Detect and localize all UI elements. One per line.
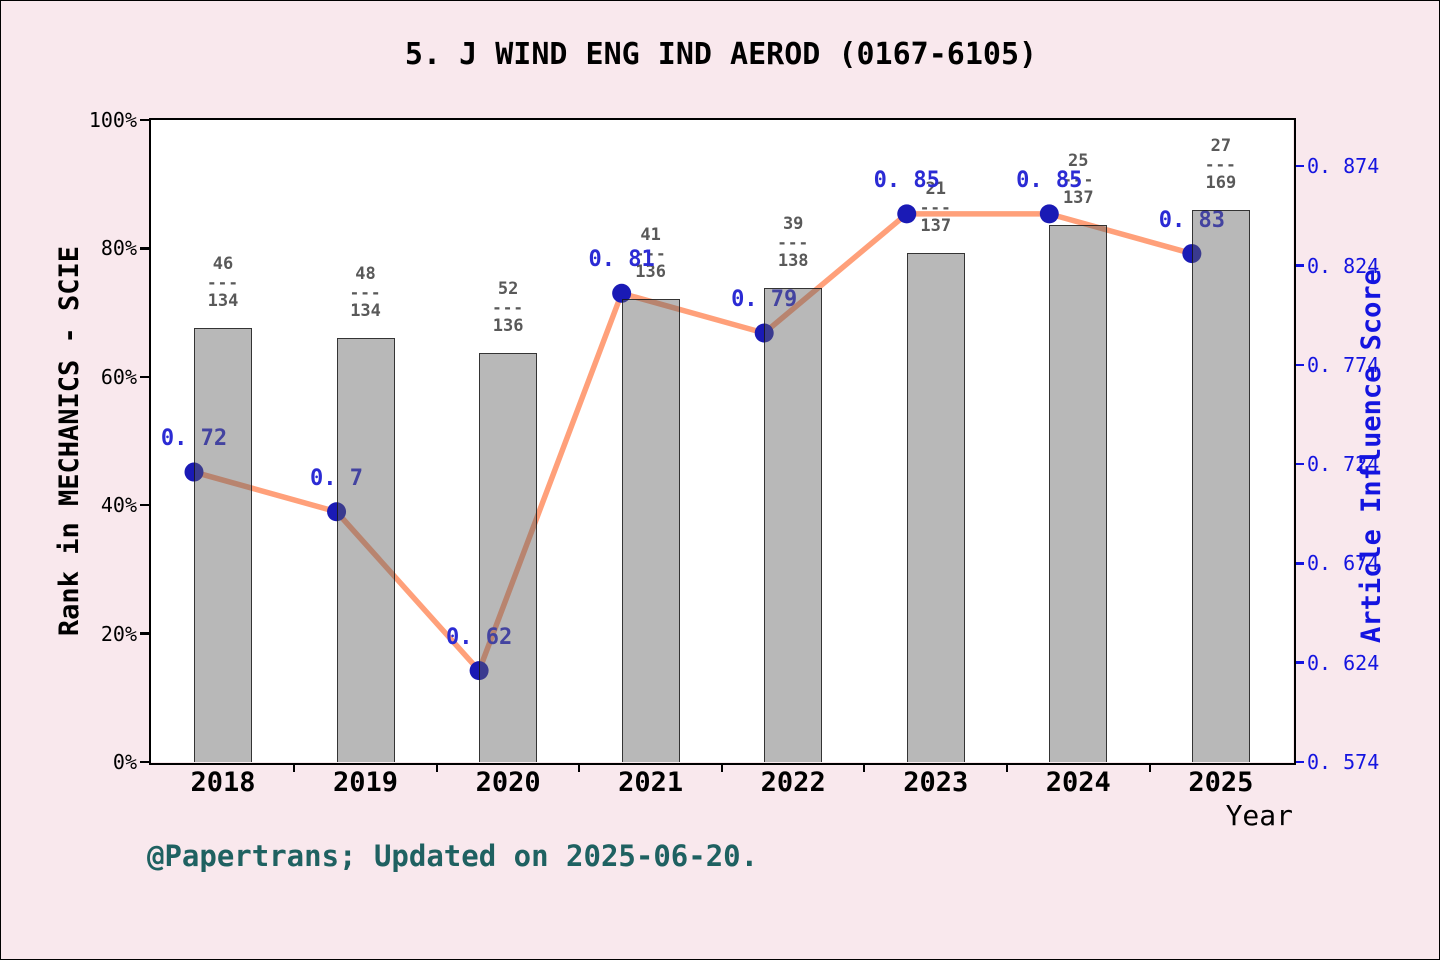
data-point-2023 (897, 204, 917, 224)
rank-numerator: 27 (1210, 135, 1232, 156)
bar-2019 (336, 338, 395, 762)
rank-fraction-2022: 39 --- 138 (743, 212, 843, 273)
rank-fraction-2020: 52 --- 136 (458, 277, 558, 338)
x-axis-minor-tick (578, 764, 581, 772)
rank-denominator: 136 (492, 316, 524, 337)
right-axis-tick-label: 0. 674 (1307, 551, 1380, 576)
rank-fraction-2021: 41 --- 136 (601, 223, 701, 284)
x-tick-label-2018: 2018 (190, 767, 256, 798)
right-axis-tick-label: 0. 774 (1307, 352, 1380, 377)
right-axis-tick-label: 0. 724 (1307, 452, 1380, 477)
x-axis-minor-tick (863, 764, 866, 772)
x-tick-label-2023: 2023 (903, 767, 969, 798)
left-axis-tick (140, 118, 149, 122)
fraction-bar: --- (1204, 154, 1237, 174)
bar-2022 (764, 288, 823, 762)
rank-numerator: 48 (355, 264, 376, 285)
fraction-bar: --- (492, 298, 525, 318)
x-axis-minor-tick (720, 764, 723, 772)
x-tick-label-2021: 2021 (618, 767, 684, 798)
ais-value-label-2020: 0. 62 (445, 624, 513, 650)
ais-line (191, 211, 1195, 674)
right-axis-tick (1295, 661, 1304, 664)
fraction-bar: --- (634, 244, 667, 264)
x-axis-title: Year (1225, 799, 1293, 832)
fraction-bar: --- (207, 273, 239, 292)
left-axis-tick-label: 20% (100, 621, 137, 646)
right-axis-tick (1295, 562, 1304, 565)
ais-value-label-2021: 0. 81 (588, 247, 655, 273)
x-tick-label-2019: 2019 (333, 767, 399, 798)
x-axis-minor-tick (1148, 764, 1151, 772)
left-axis-tick-label: 0% (112, 750, 137, 774)
bar-2020 (479, 353, 538, 762)
left-axis-tick (140, 760, 149, 764)
x-axis-minor-tick (293, 764, 296, 772)
fraction-bar: --- (1062, 170, 1095, 190)
rank-numerator: 21 (925, 178, 946, 199)
ais-value-label-2025: 0. 83 (1158, 207, 1225, 233)
left-axis-tick-label: 60% (100, 364, 137, 389)
rank-denominator: 169 (1205, 172, 1237, 193)
rank-denominator: 137 (920, 215, 952, 236)
x-tick-label-2025: 2025 (1188, 767, 1254, 798)
x-tick-label-2022: 2022 (760, 767, 826, 798)
fraction-bar: --- (349, 283, 382, 303)
data-point-2021 (612, 283, 632, 303)
rank-numerator: 46 (212, 254, 234, 274)
right-axis-tick (1295, 363, 1304, 367)
rank-numerator: 39 (782, 214, 804, 235)
bar-2024 (1049, 225, 1108, 762)
ais-value-label-2024: 0. 85 (1016, 167, 1083, 193)
left-axis-tick-label: 40% (100, 493, 137, 518)
right-axis-tick-label: 0. 874 (1307, 154, 1380, 179)
left-axis-tick (140, 503, 149, 507)
left-axis-tick-label: 80% (100, 236, 137, 261)
left-axis-tick (140, 375, 149, 379)
data-point-2024 (1039, 204, 1059, 224)
right-axis-tick (1295, 462, 1304, 466)
rank-denominator: 136 (635, 262, 666, 283)
rank-numerator: 41 (640, 225, 661, 246)
rank-numerator: 52 (497, 279, 519, 300)
left-axis-title: Rank in MECHANICS - SCIE (54, 245, 85, 637)
rank-denominator: 138 (777, 251, 809, 272)
rank-fraction-2024: 25 --- 137 (1028, 149, 1128, 210)
left-axis-tick (140, 632, 149, 635)
bar-2025 (1191, 209, 1250, 762)
watermark-text: @Papertrans; Updated on 2025-06-20. (147, 839, 759, 873)
bar-2021 (621, 299, 680, 762)
rank-denominator: 134 (207, 291, 239, 311)
ais-value-label-2018: 0. 72 (160, 426, 228, 452)
ais-value-label-2019: 0. 7 (310, 465, 364, 491)
right-axis-tick (1295, 760, 1304, 764)
bar-2018 (194, 328, 252, 762)
right-axis-tick (1295, 164, 1304, 168)
left-axis-tick-label: 100% (88, 108, 137, 132)
rank-fraction-2018: 46 --- 134 (173, 252, 273, 313)
right-axis-tick-label: 0. 624 (1307, 650, 1380, 675)
x-axis-minor-tick (1006, 764, 1009, 772)
right-axis-tick (1295, 264, 1304, 267)
rank-numerator: 25 (1068, 151, 1089, 172)
fraction-bar: --- (777, 233, 810, 253)
bar-2023 (906, 252, 965, 762)
ais-value-label-2022: 0. 79 (731, 287, 798, 313)
rank-denominator: 134 (350, 301, 381, 322)
x-tick-label-2020: 2020 (475, 767, 541, 798)
right-axis-tick-label: 0. 574 (1307, 750, 1380, 774)
rank-fraction-2019: 48 --- 134 (316, 262, 416, 323)
chart-title: 5. J WIND ENG IND AEROD (0167-6105) (404, 37, 1038, 72)
x-tick-label-2024: 2024 (1045, 767, 1111, 798)
left-axis-tick (140, 247, 149, 250)
rank-denominator: 137 (1062, 188, 1094, 209)
rank-fraction-2025: 27 --- 169 (1171, 134, 1271, 195)
right-axis-tick-label: 0. 824 (1307, 253, 1380, 278)
rank-fraction-2023: 21 --- 137 (886, 177, 986, 238)
ais-value-label-2023: 0. 85 (873, 167, 940, 193)
x-axis-minor-tick (435, 764, 438, 772)
